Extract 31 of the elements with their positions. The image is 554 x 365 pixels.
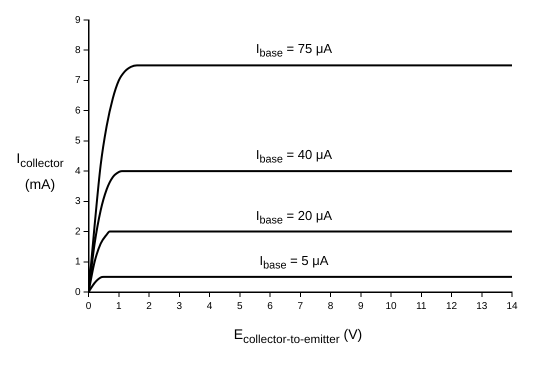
x-tick-label: 2 xyxy=(146,300,152,312)
x-tick-label: 1 xyxy=(116,300,122,312)
annotation: I$_{base}$ = 40 μA xyxy=(256,147,332,166)
x-tick-label: 7 xyxy=(298,300,304,312)
x-tick-label: 13 xyxy=(476,300,488,312)
y-tick-label: 2 xyxy=(75,226,81,238)
annotation: I$_{base}$ = 20 μA xyxy=(256,208,332,226)
x-axis-title: E$_{collector-to-emitter}$ (V) xyxy=(232,326,364,346)
x-tick-label: 6 xyxy=(267,300,274,312)
x-tick-label: 14 xyxy=(506,300,518,312)
y-tick-label: 4 xyxy=(75,166,81,177)
y-tick-label: 8 xyxy=(75,44,81,56)
x-tick-label: 3 xyxy=(176,300,183,312)
annotation: I$_{base}$ = 75 μA xyxy=(256,41,332,60)
x-tick-label: 12 xyxy=(446,300,458,312)
x-tick-label: 10 xyxy=(385,300,398,312)
y-axis-title: I$_{collector}$ (mA) xyxy=(16,150,64,192)
y-tick-label: 1 xyxy=(75,256,81,268)
annotation: I$_{base}$ = 5 μA xyxy=(259,252,328,272)
x-tick-label: 9 xyxy=(358,300,364,312)
x-tick-label: 5 xyxy=(237,300,244,312)
x-tick-label: 4 xyxy=(206,300,213,312)
y-tick-label: 9 xyxy=(75,14,81,26)
y-tick-label: 3 xyxy=(75,196,81,208)
y-tick-label: 5 xyxy=(75,136,81,147)
y-tick-label: 6 xyxy=(75,105,81,116)
x-tick-label: 0 xyxy=(86,300,92,312)
x-tick-label: 11 xyxy=(416,300,427,312)
y-tick-label: 0 xyxy=(75,286,81,298)
y-tick-label: 7 xyxy=(75,75,81,86)
x-tick-label: 8 xyxy=(328,300,334,312)
